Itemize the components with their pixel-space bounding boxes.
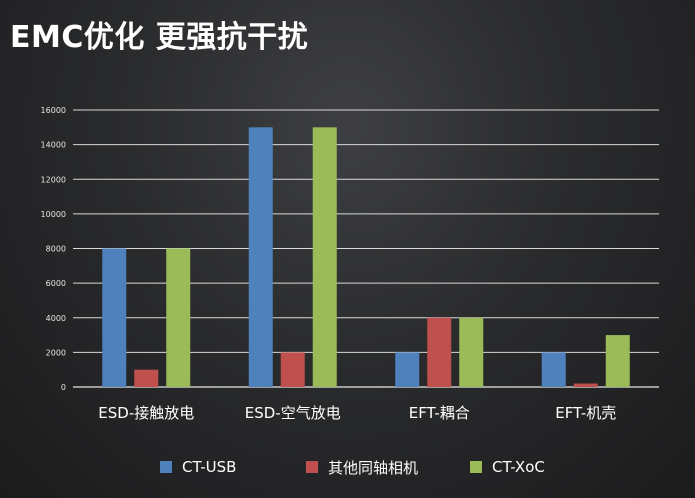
chart-legend: CT-USB 其他同轴相机 CT-XoC [0, 455, 695, 479]
bar [427, 317, 452, 387]
legend-item-ct-usb: CT-USB [160, 455, 236, 479]
bar [605, 335, 630, 387]
x-tick-label: EFT-耦合 [409, 404, 470, 422]
legend-label-ct-usb: CT-USB [182, 458, 237, 476]
bar [459, 317, 484, 387]
bar [248, 127, 273, 387]
y-tick-label: 0 [61, 383, 66, 392]
legend-label-other-coaxial-camera: 其他同轴相机 [328, 458, 419, 477]
y-tick-label: 8000 [46, 245, 66, 254]
x-tick-label: EFT-机壳 [555, 404, 616, 422]
bar-chart: 0 2000 4000 6000 8000 10000 12000 14000 16000 ESD… [40, 106, 659, 422]
x-tick-label: ESD-空气放电 [245, 404, 341, 422]
y-tick-label: 4000 [46, 314, 66, 323]
legend-swatch-ct-usb [160, 461, 172, 473]
x-tick-label: ESD-接触放电 [98, 404, 194, 422]
legend-swatch-other-coaxial-camera [306, 461, 318, 473]
bar [134, 369, 159, 387]
bar [573, 383, 598, 387]
bar [280, 352, 305, 387]
y-tick-label: 12000 [41, 175, 66, 184]
y-tick-label: 2000 [46, 348, 66, 357]
legend-item-other-coaxial-camera: 其他同轴相机 [306, 455, 418, 479]
y-tick-label: 10000 [41, 210, 66, 219]
bar [541, 352, 566, 387]
bar [395, 352, 420, 387]
legend-item-ct-xoc: CT-XoC [470, 455, 545, 479]
legend-label-ct-xoc: CT-XoC [492, 458, 545, 476]
bar [166, 248, 191, 387]
y-tick-label: 14000 [41, 141, 66, 150]
bar [312, 127, 337, 387]
bar [102, 248, 127, 387]
legend-swatch-ct-xoc [470, 461, 482, 473]
y-tick-label: 16000 [41, 106, 66, 115]
slide-title: EMC优化 更强抗干扰 [10, 20, 309, 55]
y-tick-label: 6000 [46, 279, 66, 288]
